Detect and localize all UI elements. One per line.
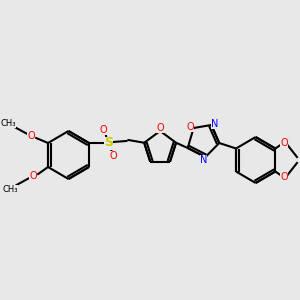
Text: O: O	[29, 171, 37, 181]
Text: O: O	[156, 123, 164, 133]
Text: O: O	[280, 172, 288, 182]
Text: O: O	[187, 122, 194, 132]
Text: N: N	[200, 155, 207, 165]
Text: O: O	[100, 125, 108, 135]
Text: CH₃: CH₃	[3, 184, 18, 194]
Text: CH₃: CH₃	[1, 118, 16, 127]
Text: N: N	[211, 119, 218, 129]
Text: S: S	[104, 136, 113, 149]
Text: O: O	[280, 137, 288, 148]
Text: O: O	[110, 151, 117, 161]
Text: O: O	[28, 131, 35, 141]
